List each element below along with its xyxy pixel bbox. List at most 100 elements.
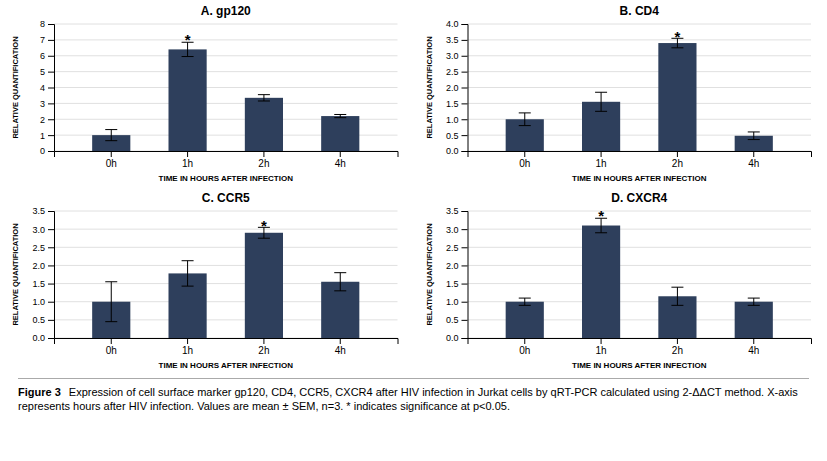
tick-mark (187, 151, 188, 157)
y-tick: 2.0 (32, 261, 54, 271)
bar (169, 49, 207, 151)
grid-line (54, 211, 398, 212)
y-tick-label: 1.5 (32, 279, 45, 289)
axis-line (468, 339, 812, 345)
x-tick: 2h (258, 151, 269, 169)
tick-mark (462, 302, 468, 303)
y-axis: 0.00.51.01.52.02.53.03.5 (446, 206, 468, 343)
y-tick: 3.5 (446, 35, 468, 45)
error-bar (334, 114, 346, 117)
y-tick: 3 (40, 99, 54, 109)
x-tick-label: 1h (596, 345, 607, 356)
x-tick-label: 0h (106, 158, 117, 169)
y-tick-label: 0.0 (446, 333, 459, 343)
tick-mark (48, 88, 54, 89)
y-axis-title: RELATIVE QUANTIFICATION (11, 36, 20, 138)
y-tick: 1 (40, 131, 54, 141)
y-tick-label: 3.5 (446, 206, 459, 216)
y-tick: 1.5 (446, 279, 468, 289)
tick-mark (48, 320, 54, 321)
x-tick: 1h (596, 338, 607, 356)
y-tick-label: 2.0 (446, 83, 459, 93)
plot-area (506, 38, 773, 151)
y-axis-title: RELATIVE QUANTIFICATION (425, 36, 434, 138)
y-tick: 1.0 (446, 115, 468, 125)
y-tick: 0.0 (446, 333, 468, 343)
tick-mark (462, 88, 468, 89)
grid-line (54, 71, 398, 72)
y-axis: 0.00.51.01.52.02.53.03.5 (32, 206, 54, 343)
y-tick: 1.5 (446, 99, 468, 109)
grid-line (54, 87, 398, 88)
error-bar (519, 113, 531, 126)
x-tick-label: 2h (672, 158, 683, 169)
tick-mark (48, 338, 54, 339)
x-tick-label: 4h (748, 345, 759, 356)
y-tick-label: 2.5 (446, 67, 459, 77)
subplot: 0h1h2h4h0.00.51.01.52.02.53.03.5*C. CCR5… (11, 191, 398, 370)
x-tick: 4h (748, 151, 759, 169)
x-tick-label: 1h (182, 345, 193, 356)
x-tick: 0h (519, 151, 530, 169)
y-tick-label: 2.5 (32, 243, 45, 253)
title: A. gp120 (201, 4, 251, 18)
y-axis: 0.00.51.01.52.02.53.03.54.0 (446, 19, 468, 156)
y-tick-label: 4 (40, 83, 45, 93)
bar (506, 302, 544, 338)
y-tick: 2.0 (446, 261, 468, 271)
y-tick: 1.5 (32, 279, 54, 289)
x-axis: 0h1h2h4h (55, 151, 399, 169)
tick-mark (462, 103, 468, 104)
tick-mark (524, 151, 525, 157)
y-tick-label: 0.0 (32, 333, 45, 343)
x-axis-title: TIME IN HOURS AFTER INFECTION (159, 361, 294, 370)
y-tick: 3.0 (446, 225, 468, 235)
error-bar (105, 282, 117, 322)
grid (468, 211, 812, 338)
tick-mark (462, 211, 468, 212)
x-axis-title: TIME IN HOURS AFTER INFECTION (572, 361, 707, 370)
y-tick: 2.5 (446, 67, 468, 77)
error-bar (595, 92, 607, 111)
axis-line (55, 152, 399, 158)
subplot: 0h1h2h4h0.00.51.01.52.02.53.03.54.0*B. C… (425, 4, 812, 183)
y-tick: 2 (40, 115, 54, 125)
grid-line (468, 283, 812, 284)
tick-mark (340, 338, 341, 344)
y-tick-label: 1.0 (446, 115, 459, 125)
y-tick: 3.0 (446, 51, 468, 61)
x-tick: 2h (672, 338, 683, 356)
x-tick: 0h (106, 151, 117, 169)
y-tick: 8 (40, 19, 54, 29)
y-tick: 7 (40, 35, 54, 45)
y-tick: 4.0 (446, 19, 468, 29)
y-tick-label: 0 (40, 146, 45, 156)
grid (54, 211, 398, 338)
grid-line (54, 229, 398, 230)
y-tick-label: 4.0 (446, 19, 459, 29)
y-tick: 4 (40, 83, 54, 93)
x-tick-label: 1h (182, 158, 193, 169)
tick-mark (677, 338, 678, 344)
x-tick: 1h (182, 151, 193, 169)
error-bar (105, 130, 117, 141)
y-tick: 5 (40, 67, 54, 77)
y-tick: 6 (40, 51, 54, 61)
caption-text: Expression of cell surface marker gp120,… (18, 386, 798, 412)
y-tick-label: 3.0 (446, 225, 459, 235)
annotation: * (674, 28, 680, 45)
tick-mark (462, 24, 468, 25)
x-tick: 0h (106, 338, 117, 356)
grid-line (468, 229, 812, 230)
grid-line (468, 55, 812, 56)
y-tick-label: 7 (40, 35, 45, 45)
x-tick-label: 1h (596, 158, 607, 169)
y-tick: 1.0 (32, 297, 54, 307)
y-tick: 0 (40, 146, 54, 156)
tick-mark (48, 40, 54, 41)
plot-area (506, 218, 773, 338)
chart: 0h 1h 2h 4h 0 1 2 3 4 5 6 7 8 * A. gp120 TIME IN HOURS … (0, 0, 827, 374)
y-tick-label: 1 (40, 131, 45, 141)
y-tick-label: 2.5 (446, 243, 459, 253)
axis-line (462, 212, 469, 339)
